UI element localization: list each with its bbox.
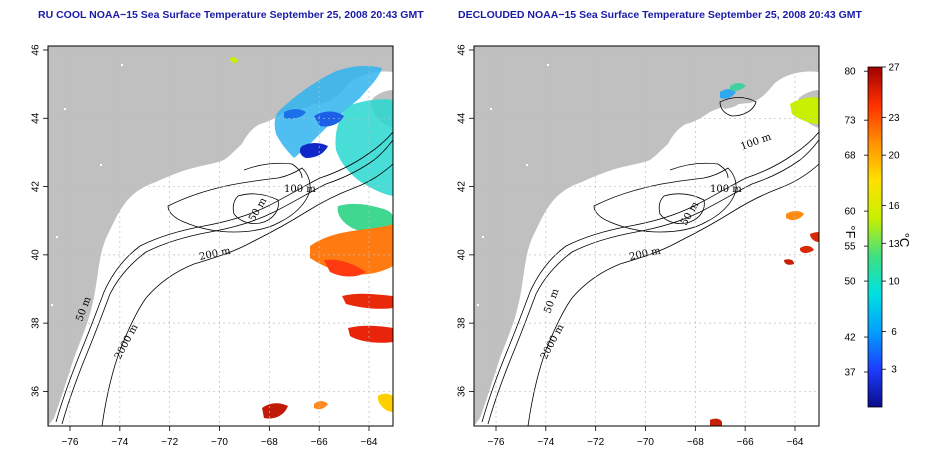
x-tick-label: −68 (687, 437, 704, 448)
x-tick-label: −74 (111, 437, 128, 448)
left-sst-map: 100 m 50 m 200 m 50 m 2000 m −76 −74 −72 −7… (31, 44, 394, 448)
fahrenheit-tick-label: 42 (844, 333, 856, 344)
y-tick-label: 46 (31, 44, 42, 56)
celsius-tick-label: 13 (888, 239, 900, 250)
x-tick-label: −76 (488, 437, 505, 448)
contour-label: 100 m (710, 184, 742, 195)
contour-label: 100 m (739, 131, 773, 152)
x-tick-label: −70 (211, 437, 228, 448)
left-panel-title: RU COOL NOAA−15 Sea Surface Temperature … (38, 9, 424, 21)
map-frame (47, 45, 394, 427)
graticule (48, 46, 393, 426)
fahrenheit-tick-label: 50 (844, 277, 856, 288)
celsius-unit-label: °C (897, 233, 912, 248)
latitude-axis: 46 44 42 40 38 36 (457, 44, 474, 397)
bathymetry-contours (481, 97, 819, 426)
sst-patches (230, 57, 393, 419)
sst-patches (710, 83, 819, 426)
x-tick-label: −76 (62, 437, 79, 448)
right-sst-map: 100 m 100 m 50 m 200 m 50 m 2000 m −76 −7… (457, 44, 820, 448)
celsius-tick-label: 3 (891, 365, 897, 376)
x-tick-label: −64 (361, 437, 378, 448)
x-tick-label: −64 (787, 437, 804, 448)
y-tick-label: 44 (457, 112, 468, 124)
contour-label: 200 m (198, 245, 232, 262)
longitude-axis: −76 −74 −72 −70 −68 −66 −64 (488, 426, 804, 448)
lake-mark (64, 108, 66, 110)
contour-label: 50 m (247, 196, 269, 224)
colorbar-gradient (867, 66, 883, 408)
x-tick-label: −66 (737, 437, 754, 448)
celsius-tick-label: 20 (888, 151, 900, 162)
y-tick-label: 36 (31, 385, 42, 397)
lake-mark (547, 64, 549, 66)
lake-mark (56, 236, 58, 238)
contour-label: 2000 m (113, 322, 141, 361)
celsius-tick-label: 6 (891, 327, 897, 338)
y-tick-label: 40 (31, 249, 42, 261)
temperature-colorbar: 80 73 68 60 55 50 42 37 27 23 20 16 13 10 6 3 °F °C (843, 63, 912, 408)
y-tick-label: 36 (457, 385, 468, 397)
longitude-axis: −76 −74 −72 −70 −68 −66 −64 (62, 426, 378, 448)
fahrenheit-tick-label: 80 (844, 67, 856, 78)
y-tick-label: 42 (31, 181, 42, 193)
lake-mark (100, 164, 102, 166)
y-tick-label: 40 (457, 249, 468, 261)
right-panel-title: DECLOUDED NOAA−15 Sea Surface Temperatur… (458, 9, 862, 21)
y-tick-label: 44 (31, 112, 42, 124)
celsius-tick-label: 23 (888, 113, 900, 124)
land-mass (474, 46, 819, 426)
lake-mark (121, 64, 123, 66)
fahrenheit-tick-label: 73 (844, 116, 856, 127)
bathymetry-contours (55, 131, 393, 426)
celsius-tick-label: 16 (888, 201, 900, 212)
x-tick-label: −68 (261, 437, 278, 448)
lake-mark (51, 304, 53, 306)
contour-label: 50 m (542, 287, 561, 315)
lake-mark (482, 236, 484, 238)
fahrenheit-scale: 80 73 68 60 55 50 42 37 (844, 67, 868, 379)
graticule (474, 46, 819, 426)
map-frame (473, 45, 820, 427)
fahrenheit-tick-label: 60 (844, 207, 856, 218)
x-tick-label: −72 (587, 437, 604, 448)
x-tick-label: −72 (161, 437, 178, 448)
celsius-tick-label: 10 (888, 277, 900, 288)
fahrenheit-tick-label: 55 (844, 242, 856, 253)
fahrenheit-tick-label: 37 (844, 368, 856, 379)
lake-mark (490, 108, 492, 110)
contour-label: 2000 m (539, 322, 567, 361)
y-tick-label: 42 (457, 181, 468, 193)
contour-label: 50 m (679, 200, 701, 228)
celsius-tick-label: 27 (888, 63, 900, 74)
x-tick-label: −70 (637, 437, 654, 448)
fahrenheit-tick-label: 68 (844, 151, 856, 162)
contour-label: 200 m (628, 245, 662, 262)
x-tick-label: −66 (311, 437, 328, 448)
lake-mark (526, 164, 528, 166)
celsius-scale: 27 23 20 16 13 10 6 3 (882, 63, 900, 376)
latitude-axis: 46 44 42 40 38 36 (31, 44, 48, 397)
y-tick-label: 38 (457, 317, 468, 329)
x-tick-label: −74 (537, 437, 554, 448)
fahrenheit-unit-label: °F (843, 225, 858, 238)
lake-mark (477, 304, 479, 306)
contour-label: 100 m (284, 184, 316, 195)
y-tick-label: 38 (31, 317, 42, 329)
y-tick-label: 46 (457, 44, 468, 56)
